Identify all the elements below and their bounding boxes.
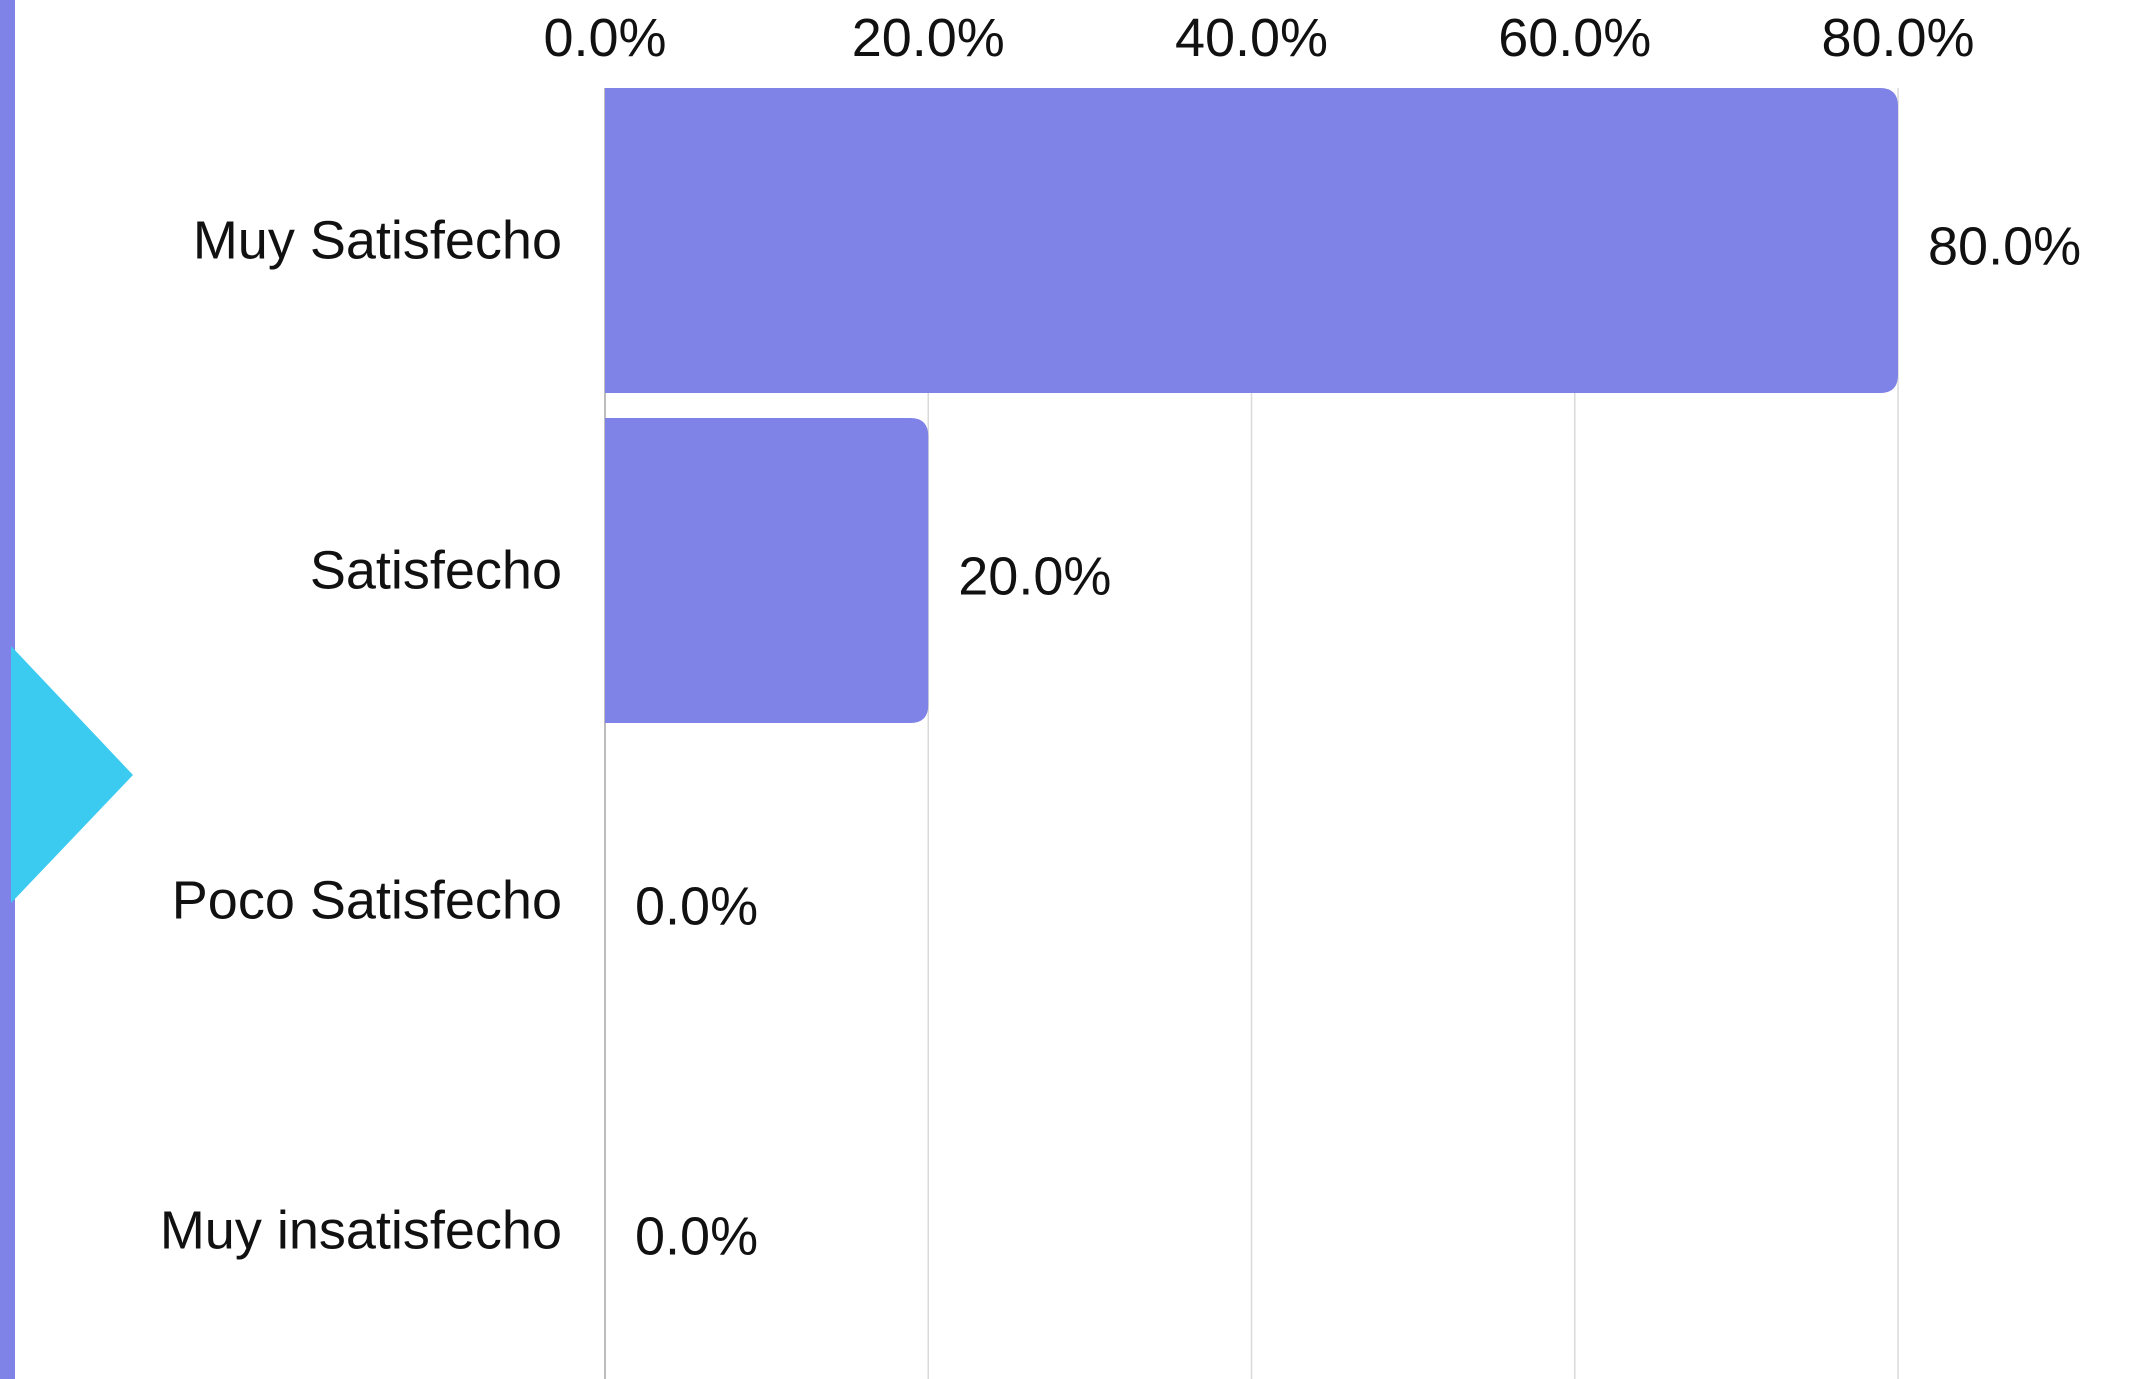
x-tick-label: 60.0% bbox=[1498, 8, 1651, 68]
category-label: Muy insatisfecho bbox=[160, 1201, 562, 1261]
value-label: 0.0% bbox=[635, 1207, 758, 1267]
category-label: Muy Satisfecho bbox=[193, 211, 562, 271]
left-accent-stripe bbox=[0, 0, 15, 1379]
x-tick-label: 40.0% bbox=[1175, 8, 1328, 68]
bar bbox=[605, 418, 929, 723]
value-label: 0.0% bbox=[635, 877, 758, 937]
value-label: 80.0% bbox=[1928, 217, 2081, 277]
category-label: Satisfecho bbox=[310, 541, 562, 601]
value-label: 20.0% bbox=[958, 547, 1111, 607]
x-tick-label: 20.0% bbox=[852, 8, 1005, 68]
arrow-right-icon bbox=[11, 646, 133, 903]
x-tick-label: 0.0% bbox=[543, 8, 666, 68]
x-tick-label: 80.0% bbox=[1821, 8, 1974, 68]
bar bbox=[605, 88, 1898, 393]
category-label: Poco Satisfecho bbox=[172, 871, 562, 931]
